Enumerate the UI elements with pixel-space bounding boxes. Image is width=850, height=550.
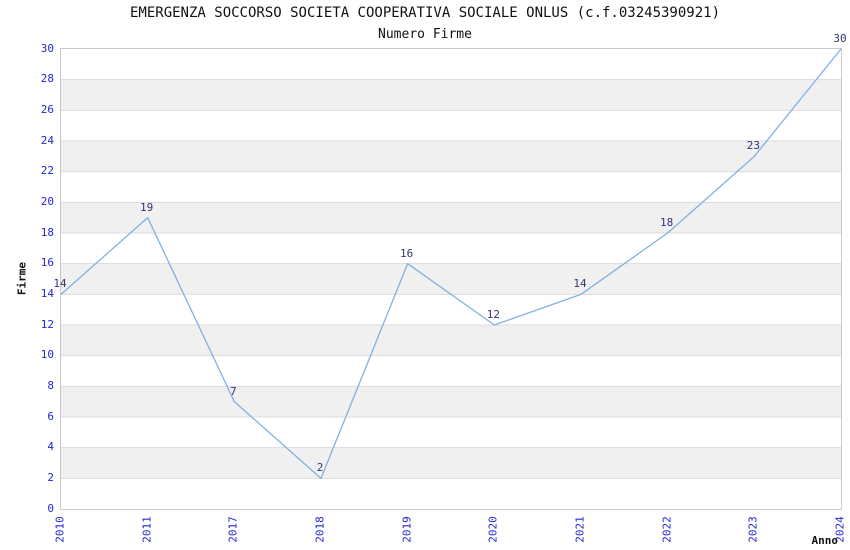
- plot-canvas: [60, 48, 842, 479]
- x-tick-label: 2011: [140, 516, 154, 543]
- data-point-label: 12: [486, 308, 500, 321]
- y-tick-label: 24: [40, 133, 54, 147]
- x-tick-label: 2019: [400, 516, 414, 543]
- y-tick-label: 30: [40, 41, 54, 55]
- y-tick-label: 14: [40, 286, 54, 300]
- y-tick-label: 18: [40, 225, 54, 239]
- data-point-label: 14: [53, 277, 67, 291]
- data-point-label: 18: [660, 216, 674, 229]
- band-stripe: [61, 386, 841, 417]
- band-stripe: [61, 79, 841, 111]
- band-stripe: [61, 447, 841, 479]
- y-tick-label: 6: [47, 409, 54, 423]
- chart-title: EMERGENZA SOCCORSO SOCIETA COOPERATIVA S…: [129, 5, 720, 21]
- data-point-label: 23: [746, 139, 760, 153]
- x-tick-label: 2022: [660, 516, 674, 543]
- data-point-label: 7: [230, 384, 237, 398]
- x-axis-title: Anno: [811, 534, 839, 547]
- band-stripe: [61, 263, 841, 295]
- data-point-label: 2: [316, 461, 324, 475]
- plot-area: [60, 48, 842, 510]
- y-tick-label: 0: [47, 501, 54, 515]
- y-axis-title: Firme: [15, 261, 29, 296]
- y-tick-label: 12: [40, 317, 54, 331]
- data-point-label: 19: [140, 200, 154, 214]
- x-tick-label: 2017: [226, 516, 240, 543]
- y-tick-label: 28: [40, 72, 54, 86]
- band-stripe: [61, 202, 841, 233]
- y-tick-label: 4: [47, 440, 54, 454]
- y-tick-label: 26: [40, 102, 54, 116]
- y-tick-label: 8: [47, 378, 54, 392]
- x-tick-label: 2023: [746, 516, 760, 543]
- x-tick-label: 2010: [53, 516, 67, 543]
- y-tick-label: 2: [47, 470, 54, 484]
- y-tick-label: 22: [40, 164, 54, 178]
- data-point-label: 14: [573, 277, 587, 291]
- chart-subtitle: Numero Firme: [378, 27, 472, 42]
- x-tick-label: 2018: [313, 516, 327, 543]
- y-tick-label: 10: [40, 348, 54, 362]
- x-tick-label: 2021: [573, 516, 587, 543]
- data-point-label: 16: [400, 246, 414, 260]
- y-tick-label: 16: [40, 256, 54, 270]
- series-line: [60, 48, 842, 479]
- band-stripe: [61, 325, 841, 356]
- x-tick-label: 2020: [486, 516, 500, 543]
- data-point-label: 30: [833, 32, 847, 45]
- band-stripe: [61, 141, 841, 172]
- y-tick-label: 20: [40, 194, 54, 208]
